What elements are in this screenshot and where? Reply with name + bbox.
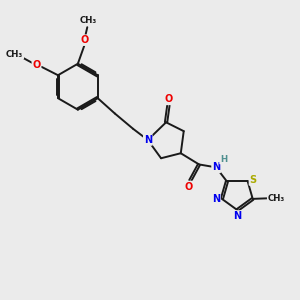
Text: N: N xyxy=(233,211,241,221)
Text: CH₃: CH₃ xyxy=(268,194,285,203)
Text: N: N xyxy=(212,194,220,205)
Text: H: H xyxy=(220,154,227,164)
Text: S: S xyxy=(250,175,256,185)
Text: O: O xyxy=(80,35,88,45)
Text: CH₃: CH₃ xyxy=(80,16,97,25)
Text: O: O xyxy=(165,94,173,104)
Text: O: O xyxy=(184,182,193,191)
Text: O: O xyxy=(32,60,40,70)
Text: N: N xyxy=(212,162,220,172)
Text: CH₃: CH₃ xyxy=(6,50,23,58)
Text: N: N xyxy=(144,135,152,145)
